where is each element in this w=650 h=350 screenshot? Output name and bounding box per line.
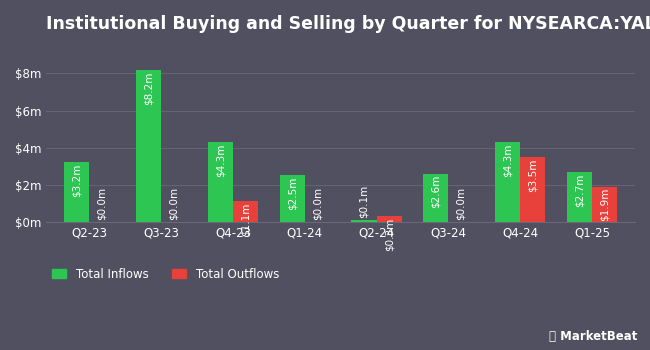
Bar <box>280 175 305 222</box>
Text: $8.2m: $8.2m <box>144 71 153 105</box>
Text: $1.9m: $1.9m <box>599 188 610 222</box>
Text: $1.1m: $1.1m <box>240 203 250 236</box>
Text: $4.3m: $4.3m <box>502 144 513 177</box>
Text: ⨿ MarketBeat: ⨿ MarketBeat <box>549 330 637 343</box>
Bar <box>592 187 617 222</box>
Text: $3.5m: $3.5m <box>528 159 538 192</box>
Text: Institutional Buying and Selling by Quarter for NYSEARCA:YALL: Institutional Buying and Selling by Quar… <box>46 15 650 33</box>
Legend: Total Inflows, Total Outflows: Total Inflows, Total Outflows <box>52 268 280 281</box>
Bar <box>136 70 161 222</box>
Bar <box>495 142 520 222</box>
Bar <box>567 172 592 222</box>
Bar <box>352 220 376 222</box>
Bar <box>208 142 233 222</box>
Text: $4.3m: $4.3m <box>215 144 226 177</box>
Text: $0.0m: $0.0m <box>456 187 466 220</box>
Bar <box>520 157 545 222</box>
Text: $2.7m: $2.7m <box>575 173 584 206</box>
Bar <box>376 216 402 222</box>
Text: $3.2m: $3.2m <box>72 164 82 197</box>
Bar <box>64 162 90 222</box>
Text: $2.6m: $2.6m <box>431 175 441 209</box>
Bar <box>423 174 448 222</box>
Text: $2.5m: $2.5m <box>287 177 297 210</box>
Text: $0.1m: $0.1m <box>359 185 369 218</box>
Bar <box>233 201 258 222</box>
Text: $0.0m: $0.0m <box>313 187 322 220</box>
Text: $0.0m: $0.0m <box>97 187 107 220</box>
Text: $0.3m: $0.3m <box>384 218 394 251</box>
Text: $0.0m: $0.0m <box>169 187 179 220</box>
